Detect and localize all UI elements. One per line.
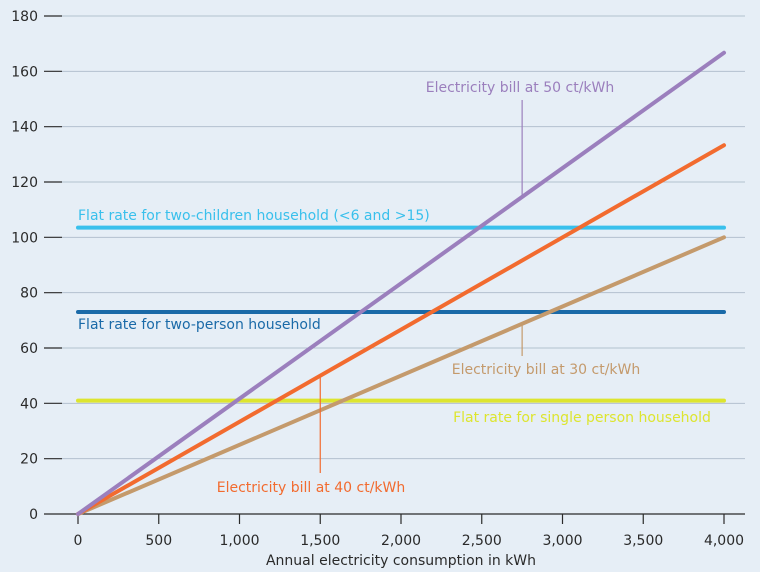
series-label: Flat rate for single person household: [453, 410, 711, 426]
x-tick-label: 4,000: [704, 533, 744, 549]
gridlines: [44, 15, 745, 460]
y-tick-label: 180: [11, 9, 38, 25]
x-tick-label: 0: [74, 533, 83, 549]
series-label: Electricity bill at 50 ct/kWh: [426, 80, 615, 96]
x-axis-title: Annual electricity consumption in kWh: [266, 553, 536, 569]
y-tick-label: 80: [20, 286, 38, 302]
x-tick-label: 1,000: [219, 533, 259, 549]
x-tick-label: 1,500: [300, 533, 340, 549]
y-tick-label: 60: [20, 341, 38, 357]
x-tick-label: 3,500: [623, 533, 663, 549]
y-axis: 0 20 40 60 80 100 120 140 160 180: [11, 9, 38, 523]
annotations: Electricity bill at 50 ct/kWh Electricity…: [78, 80, 711, 496]
series-label: Flat rate for two-person household: [78, 317, 321, 333]
y-tick-label: 140: [11, 120, 38, 136]
x-axis: 0 500 1,000 1,500 2,000 2,500 3,000 3,500 4,000: [44, 513, 745, 549]
series-line: [76, 50, 726, 516]
y-tick-label: 20: [20, 452, 38, 468]
x-tick-label: 3,000: [542, 533, 582, 549]
series-line: [76, 235, 726, 516]
x-tick-label: 2,500: [462, 533, 502, 549]
series-lines: [76, 50, 726, 516]
y-tick-label: 160: [11, 64, 38, 80]
series-line: [76, 143, 726, 516]
series-label: Flat rate for two-children household (<6…: [78, 208, 430, 224]
series-label: Electricity bill at 30 ct/kWh: [452, 362, 641, 378]
x-tick-label: 2,000: [381, 533, 421, 549]
x-tick-label: 500: [145, 533, 172, 549]
y-tick-label: 0: [29, 507, 38, 523]
series-label: Electricity bill at 40 ct/kWh: [217, 480, 406, 496]
y-tick-label: 40: [20, 396, 38, 412]
y-tick-label: 120: [11, 175, 38, 191]
y-tick-label: 100: [11, 230, 38, 246]
